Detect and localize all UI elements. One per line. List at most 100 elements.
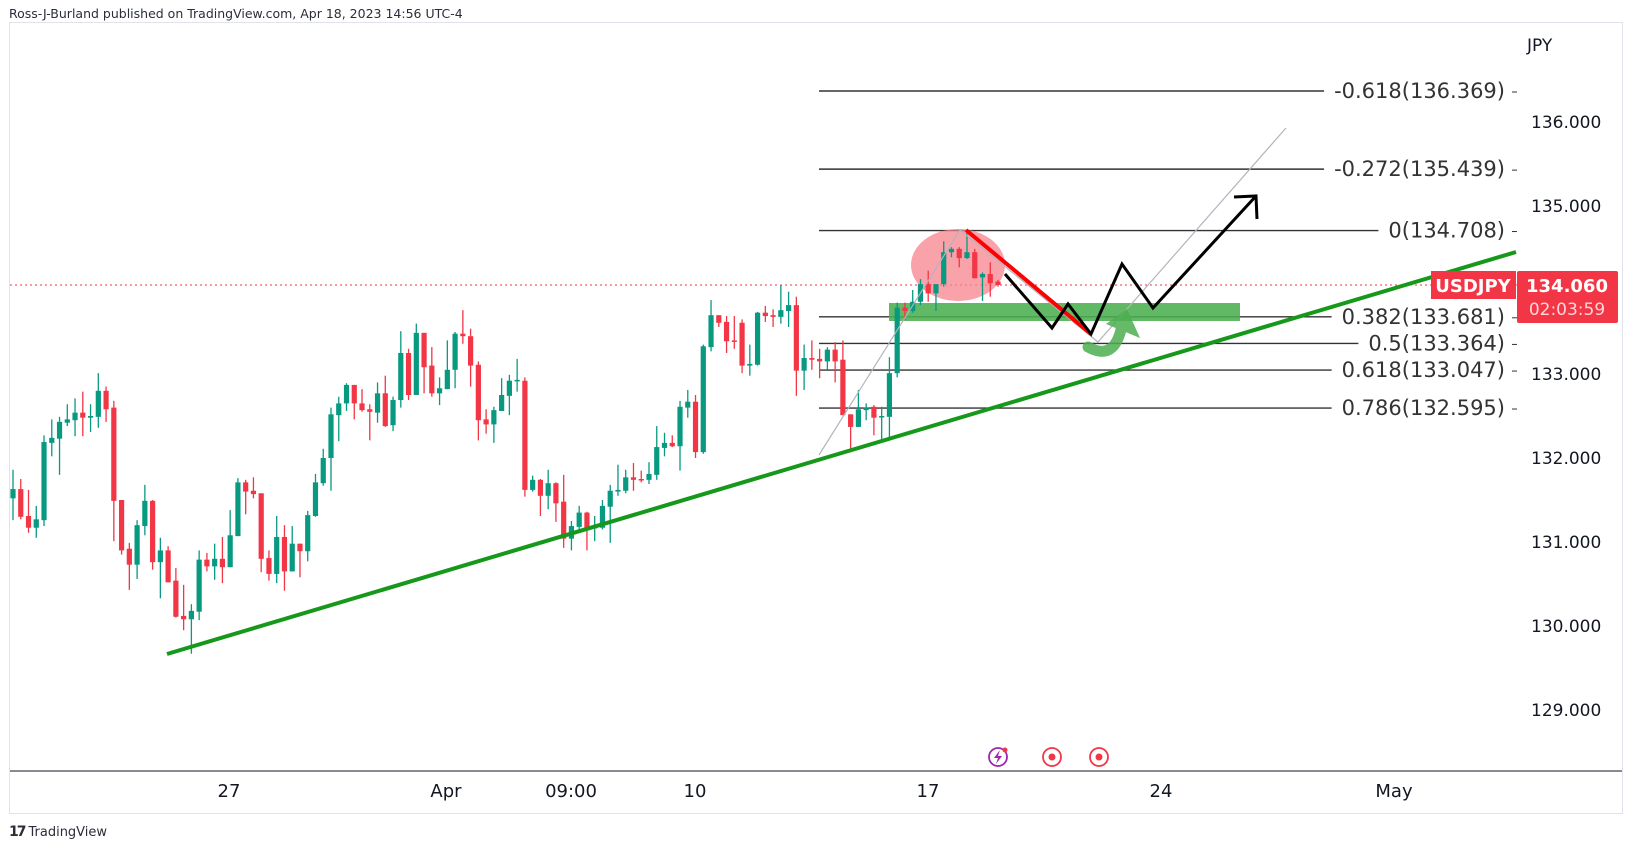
candle-body: [956, 248, 962, 259]
candle: [41, 435, 47, 527]
candle-body: [150, 500, 156, 563]
red-down-line[interactable]: [964, 228, 1093, 336]
candle-body: [553, 483, 559, 504]
candle-body: [848, 414, 854, 427]
candle-body: [382, 393, 388, 427]
candle-body: [933, 284, 939, 294]
price-tick-label: 130.000: [1531, 617, 1601, 637]
candle-body: [654, 447, 660, 475]
candle-body: [809, 358, 815, 360]
candle-body: [623, 477, 629, 491]
candle: [18, 479, 24, 520]
candle-body: [111, 407, 117, 501]
candle: [343, 383, 350, 411]
candle-body: [444, 369, 450, 390]
candle: [212, 543, 218, 580]
candle: [150, 500, 156, 570]
candle-body: [894, 307, 900, 374]
candle-body: [770, 315, 776, 317]
time-tick-label: May: [1375, 781, 1413, 802]
fib-level[interactable]: 0(134.708): [819, 219, 1517, 243]
candle-body: [421, 332, 427, 368]
candle-body: [754, 312, 761, 365]
candle-body: [708, 315, 714, 348]
candle: [537, 479, 544, 516]
candle-body: [188, 610, 194, 620]
candle: [731, 316, 737, 349]
candle-body: [491, 410, 497, 425]
candle: [382, 375, 388, 427]
fib-level[interactable]: -0.272(135.439): [819, 157, 1517, 181]
candle-body: [801, 358, 807, 371]
candle: [685, 389, 691, 418]
candle-body: [80, 412, 86, 418]
candle-body: [436, 388, 443, 394]
time-axis[interactable]: 27 Apr 09:00 10 17 24 May: [218, 781, 1413, 802]
price-tick-label: 131.000: [1531, 533, 1601, 553]
candle-body: [87, 416, 94, 418]
candle-body: [359, 403, 365, 411]
candle: [762, 305, 768, 322]
candle: [33, 505, 39, 538]
economic-event-icon[interactable]: [1089, 747, 1109, 767]
candle: [204, 552, 210, 572]
candle: [623, 469, 629, 494]
candle-body: [126, 548, 132, 565]
candle: [871, 405, 877, 436]
fib-level[interactable]: 0.5(133.364): [819, 331, 1517, 355]
candle: [716, 315, 722, 327]
ascending-trendline[interactable]: [166, 250, 1517, 656]
candles: [10, 230, 1001, 654]
fib-level[interactable]: 0.618(133.047): [819, 358, 1517, 382]
candle: [118, 500, 125, 555]
candle-body: [235, 482, 241, 537]
candle: [607, 484, 613, 543]
candle: [995, 279, 1001, 287]
candle-body: [243, 482, 249, 492]
candle: [281, 525, 288, 591]
fib-level[interactable]: -0.618(136.369): [819, 79, 1517, 103]
candle: [925, 270, 931, 302]
candle: [979, 272, 986, 301]
price-tick-label: 135.000: [1531, 197, 1601, 217]
candle-body: [212, 558, 218, 567]
candle: [398, 331, 404, 408]
candle: [227, 510, 233, 568]
candle-body: [987, 274, 993, 284]
candle: [312, 473, 319, 517]
candle: [56, 416, 63, 475]
candle: [553, 482, 559, 522]
candle-body: [545, 483, 551, 496]
price-axis[interactable]: JPY 136.000 135.000 133.000 132.000 131.000 1…: [1526, 36, 1601, 721]
candle-body: [405, 353, 412, 395]
candle-body: [941, 252, 947, 285]
candle-body: [204, 559, 210, 567]
candle-body: [312, 482, 319, 516]
curved-up-arrow-icon: [1082, 309, 1140, 357]
candle: [661, 432, 668, 457]
fib-anchor-line[interactable]: [818, 127, 1287, 456]
symbol-tag: [1431, 271, 1516, 299]
candle-body: [18, 489, 24, 517]
economic-event-icon[interactable]: [1042, 747, 1062, 767]
candle: [754, 311, 761, 366]
fib-level-label: 0.382(133.681): [1342, 305, 1505, 329]
last-price: 134.060: [1526, 276, 1608, 297]
tradingview-logo[interactable]: 17 TradingView: [9, 824, 107, 840]
candle-body: [778, 310, 784, 317]
candle: [793, 296, 799, 396]
candle: [258, 493, 264, 573]
candle-body: [374, 393, 381, 413]
time-tick-label: 09:00: [545, 781, 597, 802]
candle-body: [685, 401, 691, 408]
fib-level[interactable]: 0.786(132.595): [819, 396, 1517, 420]
tradingview-logo-icon: 17: [9, 824, 27, 840]
projected-path[interactable]: [1003, 194, 1258, 337]
candle-body: [196, 559, 202, 612]
time-tick-label: Apr: [430, 781, 462, 802]
lightning-event-icon[interactable]: [988, 747, 1008, 767]
candle-body: [855, 409, 862, 427]
candle: [305, 510, 311, 562]
candle: [747, 344, 753, 376]
